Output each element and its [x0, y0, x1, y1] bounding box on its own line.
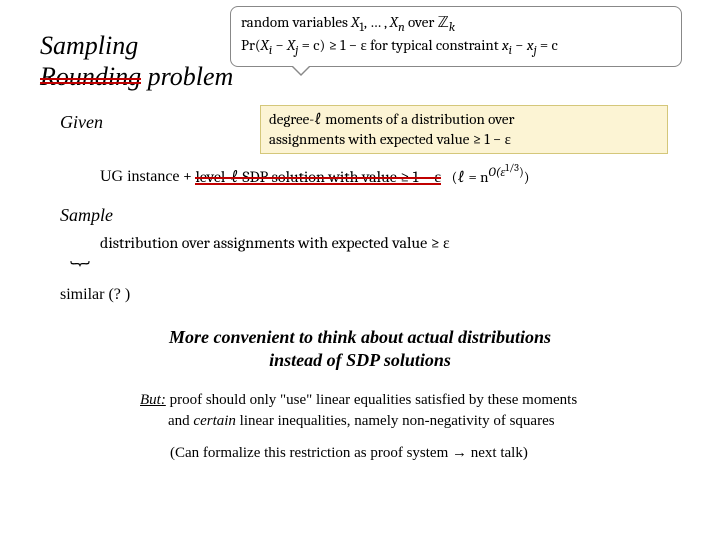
- ell-note: (ℓ = nO(ε1/3)): [452, 168, 530, 186]
- ug-crossed: level-ℓ SDP solution with value ≥ 1 − ε: [195, 168, 441, 187]
- c2b: X: [261, 36, 269, 54]
- highlight-l2: assignments with expected value ≥ 1 − ε: [269, 130, 659, 150]
- c2a: Pr(: [241, 36, 261, 54]
- highlight-box: degree-ℓ moments of a distribution over …: [260, 105, 668, 154]
- slide-root: Sampling Rounding problem random variabl…: [0, 0, 720, 482]
- c2j: −: [512, 36, 527, 54]
- callout-box: random variables X1, … , Xn over ℤk Pr(X…: [230, 6, 682, 67]
- title-strike: Rounding: [40, 61, 141, 92]
- c1g: over ℤ: [405, 13, 449, 31]
- callout-line1: random variables X1, … , Xn over ℤk: [241, 13, 671, 36]
- ellc: 1/3: [505, 161, 519, 173]
- c2d: −: [272, 36, 287, 54]
- but-l1: proof should only "use" linear equalitie…: [166, 392, 577, 408]
- ellb: O(ε: [488, 166, 505, 180]
- c1a: random variables: [241, 13, 351, 31]
- convenient-block: More convenient to think about actual di…: [40, 326, 680, 373]
- callout-line2: Pr(Xi − Xj = c) ≥ 1 − ε for typical cons…: [241, 36, 671, 59]
- title-after: problem: [141, 62, 233, 91]
- but-block: But: proof should only "use" linear equa…: [140, 390, 650, 431]
- conv-l2: instead of SDP solutions: [40, 349, 680, 372]
- but2a: and: [168, 413, 193, 429]
- sample-content: distribution over assignments with expec…: [100, 234, 680, 253]
- c2m: = c: [537, 36, 558, 54]
- brace-icon: ︸: [70, 255, 680, 284]
- but2c: linear inequalities, namely non-negativi…: [236, 413, 555, 429]
- similar-text: similar (? ): [60, 286, 680, 304]
- ug-instance: UG instance: [100, 169, 180, 186]
- c1h: k: [449, 21, 455, 35]
- elle: ): [524, 168, 530, 186]
- c1f: n: [398, 21, 405, 35]
- c1e: X: [390, 13, 398, 31]
- callout-tail-inner-icon: [292, 65, 310, 74]
- sample-label: Sample: [60, 205, 680, 226]
- ug-line: UG instance + level-ℓ SDP solution with …: [100, 161, 680, 186]
- c2g: = c) ≥ 1 − ε for typical constraint: [298, 36, 502, 54]
- formalize-text: (Can formalize this restriction as proof…: [170, 445, 680, 462]
- highlight-l1: degree-ℓ moments of a distribution over: [269, 110, 659, 130]
- but2b: certain: [193, 413, 236, 429]
- c2k: x: [527, 36, 534, 54]
- conv-l1: More convenient to think about actual di…: [40, 326, 680, 349]
- c1d: , … ,: [364, 13, 390, 31]
- but-label: But:: [140, 392, 166, 408]
- ug-plus: +: [180, 168, 196, 186]
- ella: (ℓ = n: [452, 168, 489, 186]
- but-l2: and certain linear inequalities, namely …: [168, 411, 650, 431]
- c2h: x: [502, 36, 509, 54]
